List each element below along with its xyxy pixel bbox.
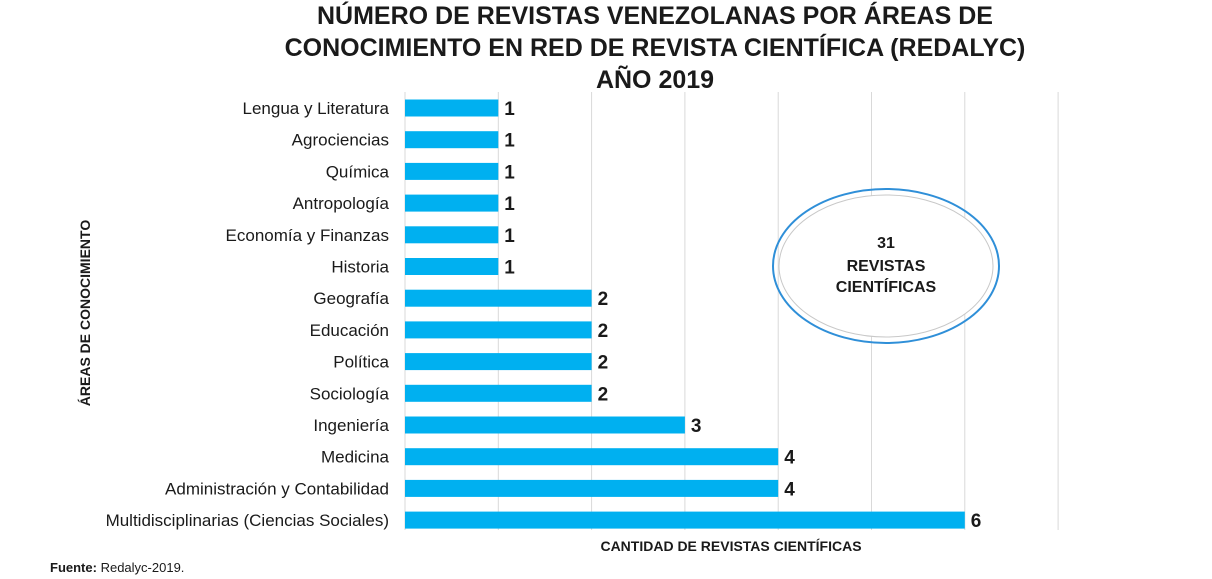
data-label: 4 — [784, 479, 795, 500]
total-badge-count: 31 — [877, 235, 895, 252]
data-label: 1 — [504, 162, 515, 183]
chart-title: NÚMERO DE REVISTAS VENEZOLANAS POR ÁREAS… — [285, 0, 1026, 94]
bar — [405, 226, 499, 244]
data-label: 2 — [598, 353, 609, 374]
data-label: 1 — [504, 99, 515, 120]
bar — [405, 448, 779, 466]
data-label: 1 — [504, 194, 515, 215]
total-badge: 31 REVISTAS CIENTÍFICAS — [772, 188, 1000, 344]
category-label: Administración y Contabilidad — [165, 479, 389, 498]
data-label: 1 — [504, 258, 515, 279]
category-label: Economía y Finanzas — [226, 226, 389, 245]
title-line-3: AÑO 2019 — [596, 64, 714, 94]
category-label: Lengua y Literatura — [243, 99, 390, 118]
bar — [405, 258, 499, 275]
data-label: 3 — [691, 416, 702, 437]
data-label: 2 — [598, 289, 609, 310]
category-labels: Lengua y Literatura Agrociencias Química An… — [106, 99, 390, 530]
category-label: Ingeniería — [313, 416, 389, 435]
data-label: 6 — [971, 511, 982, 532]
bar — [405, 289, 592, 307]
category-label: Química — [326, 162, 390, 181]
data-label: 4 — [784, 448, 795, 469]
total-badge-line-3: CIENTÍFICAS — [836, 277, 937, 296]
category-label: Medicina — [321, 448, 390, 467]
x-axis-title: CANTIDAD DE REVISTAS CIENTÍFICAS — [600, 538, 861, 554]
bar — [405, 131, 499, 149]
source-text: Redalyc-2019. — [100, 560, 185, 575]
bars — [405, 99, 965, 529]
bar — [405, 384, 592, 402]
total-badge-outer-ring — [772, 188, 1000, 344]
total-badge-line-2: REVISTAS — [847, 258, 926, 275]
value-labels: 1 1 1 1 1 1 2 2 2 2 3 4 4 6 — [504, 99, 981, 532]
category-label: Política — [333, 353, 389, 372]
bar — [405, 479, 779, 497]
bar — [405, 99, 499, 117]
data-label: 2 — [598, 384, 609, 405]
bar — [405, 416, 685, 434]
category-label: Geografía — [313, 289, 389, 308]
bar — [405, 162, 499, 180]
category-label: Multidisciplinarias (Ciencias Sociales) — [106, 511, 389, 530]
bar — [405, 353, 592, 371]
title-line-1: NÚMERO DE REVISTAS VENEZOLANAS POR ÁREAS… — [317, 0, 993, 30]
bar — [405, 511, 965, 529]
total-badge-inner-ring — [778, 194, 994, 338]
category-label: Historia — [331, 258, 389, 277]
bar — [405, 321, 592, 339]
category-label: Sociología — [310, 384, 390, 403]
category-label: Agrociencias — [292, 131, 389, 150]
data-label: 1 — [504, 226, 515, 247]
y-axis-title: ÁREAS DE CONOCIMIENTO — [77, 220, 93, 407]
title-line-2: CONOCIMIENTO EN RED DE REVISTA CIENTÍFIC… — [285, 33, 1026, 62]
bar — [405, 194, 499, 212]
category-label: Antropología — [293, 194, 390, 213]
source-label: Fuente: — [50, 560, 97, 575]
data-label: 1 — [504, 131, 515, 152]
category-label: Educación — [310, 321, 389, 340]
data-label: 2 — [598, 321, 609, 342]
source-note: Fuente: Redalyc-2019. — [50, 560, 184, 575]
